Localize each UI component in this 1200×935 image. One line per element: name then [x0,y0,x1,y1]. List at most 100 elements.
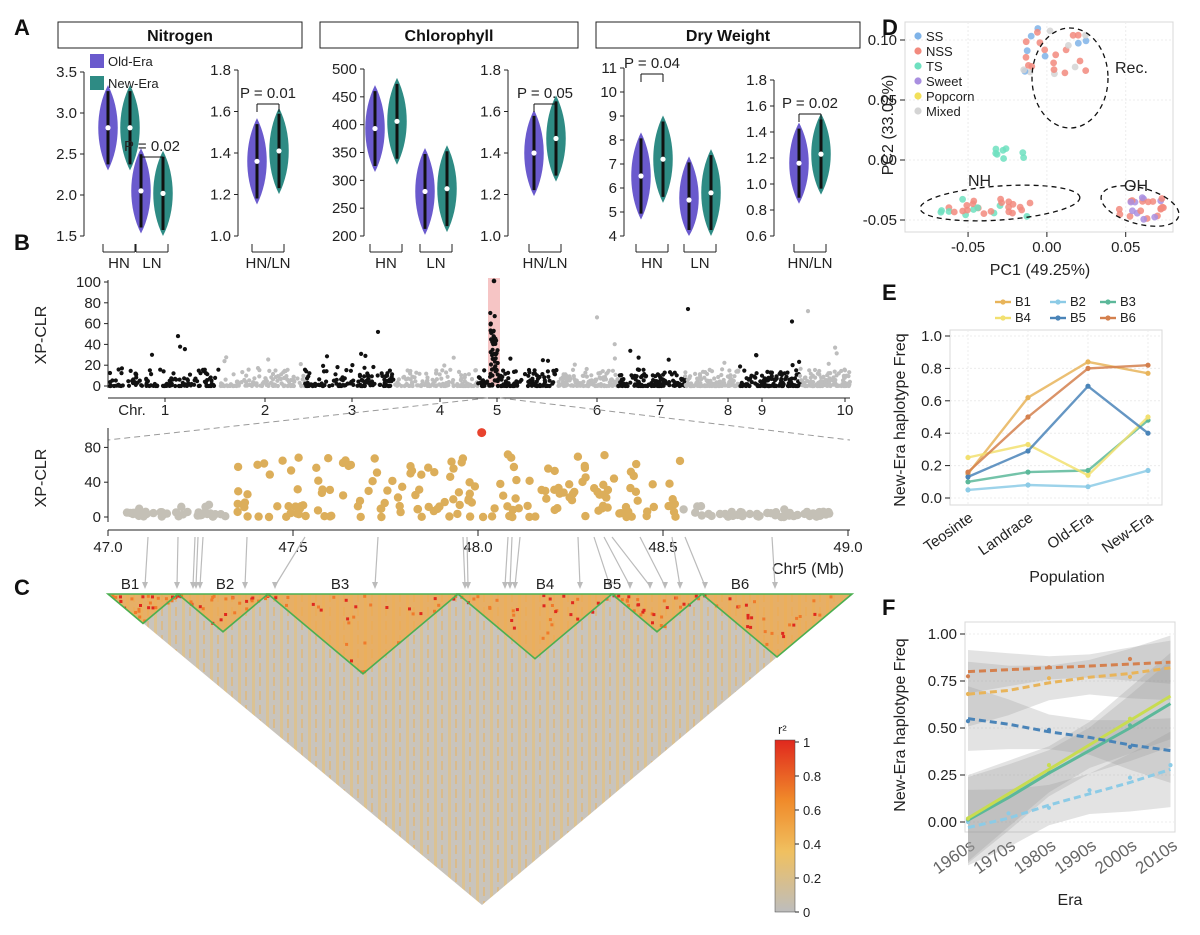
manhattan-point [792,376,798,381]
ld-cell [662,599,666,603]
manhattan-point [551,380,556,385]
zoom-point [233,462,243,472]
manhattan-point [171,371,176,376]
pop-point-b3 [1025,469,1031,475]
manhattan-point [727,379,732,385]
dryweight-title-box [595,21,861,49]
manhattan-ytick-label: 100 [76,274,101,291]
violin-median-point [444,186,450,192]
manhattan-point [815,371,821,376]
pca-legend-dot-popcorn [914,92,922,100]
manhattan-point [823,378,829,383]
manhattan-point [738,383,743,389]
ld-cell [433,597,437,601]
manhattan-point [562,375,567,380]
zoom-ytick-label: 0 [93,509,101,526]
ld-cell [238,601,242,605]
manhattan-point [720,367,725,372]
violin-ytick-label: 1.2 [480,187,501,204]
r2-colorbar [774,739,796,913]
manhattan-point [835,383,840,388]
ld-cell [770,631,774,635]
manhattan-point [834,351,839,356]
pca-point [1009,200,1017,208]
manhattan-point [473,368,478,373]
pca-point [938,207,945,214]
pca-ytick-label: 0.05 [868,92,897,109]
zoom-point [633,496,642,505]
manhattan-point [584,366,589,372]
manhattan-peak-point [492,314,497,319]
manhattan-point [355,383,360,388]
ld-cell [352,615,356,619]
zoom-point [286,466,296,475]
manhattan-point [378,382,383,387]
manhattan-point [257,368,262,373]
ld-cell [156,596,160,600]
violin-ytick-label: 400 [332,117,357,134]
manhattan-point [667,370,673,375]
pca-point [1018,206,1026,214]
pca-point [1082,37,1090,45]
manhattan-point [244,373,249,378]
manhattan-point [554,368,559,373]
marker-arrow [639,536,666,587]
pca-point [1076,57,1084,65]
manhattan-point [714,383,719,389]
zoom-point [398,482,407,491]
ld-cell [665,606,669,610]
ld-cell [576,597,580,601]
manhattan-point [501,368,506,373]
pop-xtick-label: Teosinte [921,509,977,555]
zoom-point [208,512,218,521]
zoom-xlabel: Chr5 (Mb) [772,561,844,578]
manhattan-point [439,383,444,389]
violin-ytick-label: 1.8 [210,62,231,79]
manhattan-point [206,383,211,389]
marker-arrowhead [193,582,199,589]
violin-ytick-label: 1.4 [746,124,767,141]
marker-arrow [199,536,204,587]
violin-xlabel: HN/LN [522,255,567,272]
manhattan-point [693,371,698,376]
era-trend-b1 [967,666,1171,696]
manhattan-point [712,376,717,381]
ld-block-label: B1 [121,576,139,593]
manhattan-point [490,382,495,387]
manhattan-point [506,376,511,381]
pca-point [1126,212,1134,220]
manhattan-point [511,369,517,374]
violin-median-point [686,197,692,203]
pop-point-b1 [1145,370,1151,376]
marker-arrowhead [512,582,518,589]
manhattan-point [424,371,429,376]
ld-cell [350,659,353,663]
manhattan-point [691,383,697,389]
zoom-ytick-label: 80 [84,439,101,456]
pop-ytick-label: 0.2 [921,458,942,475]
ld-cell [472,597,476,601]
zoom-point [449,464,458,473]
manhattan-point [158,367,163,372]
manhattan-point [658,377,664,382]
manhattan-point [252,376,257,381]
ld-block-outline [265,593,461,675]
manhattan-point [402,383,407,389]
manhattan-xlabel: Chr. [118,402,146,419]
pop-legend-dot-b6 [1105,315,1111,321]
violin-xlabel: LN [426,255,445,272]
zoom-point [383,486,392,495]
manhattan-point [185,377,190,382]
manhattan-point [304,369,309,374]
violin-ytick-label: 5 [609,204,617,221]
manhattan-peak-point [488,310,493,316]
ld-cell [119,595,122,599]
manhattan-point [782,371,787,376]
manhattan-point [805,378,810,383]
era-ytick-label: 1.00 [928,626,957,643]
manhattan-point [613,372,618,377]
zoom-point [631,487,641,496]
marker-arrow [274,536,306,587]
manhattan-point [570,367,576,372]
violin-ytick-label: 1.0 [480,228,501,245]
